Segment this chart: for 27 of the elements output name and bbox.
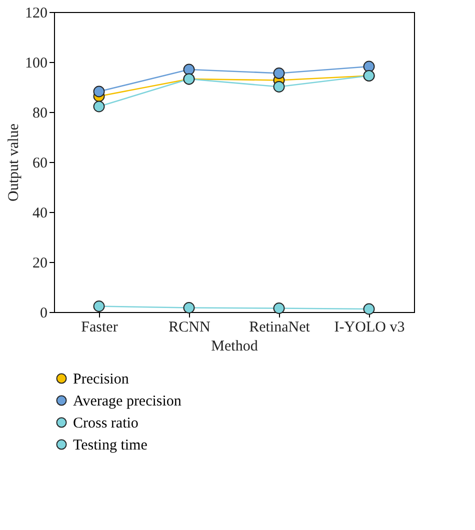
point — [273, 68, 285, 79]
point — [93, 300, 105, 312]
legend-label: Testing time — [73, 438, 148, 454]
point — [93, 86, 105, 98]
point — [273, 302, 285, 314]
legend-label: Average precision — [73, 394, 182, 410]
point — [273, 81, 285, 92]
y-tick-label: 80 — [32, 106, 48, 122]
point — [183, 64, 195, 76]
y-tick-label: 0 — [40, 306, 48, 322]
y-axis-title: Output value — [6, 123, 22, 202]
point — [93, 100, 105, 112]
x-tick-label: RetinaNet — [249, 320, 311, 336]
x-tick-label: RCNN — [168, 320, 210, 336]
x-tick-label: I-YOLO v3 — [334, 320, 405, 336]
x-axis-title: Method — [211, 338, 258, 354]
x-tick-label: Faster — [81, 320, 118, 336]
point — [363, 60, 375, 72]
point — [183, 302, 195, 314]
legend-label: Precision — [73, 372, 130, 388]
y-tick-label: 40 — [32, 206, 48, 222]
legend-label: Cross ratio — [73, 416, 138, 432]
y-tick-label: 100 — [25, 56, 48, 72]
point — [363, 303, 375, 315]
y-tick-label: 60 — [32, 156, 48, 172]
y-tick-label: 120 — [25, 6, 48, 22]
y-tick-label: 20 — [32, 256, 48, 272]
